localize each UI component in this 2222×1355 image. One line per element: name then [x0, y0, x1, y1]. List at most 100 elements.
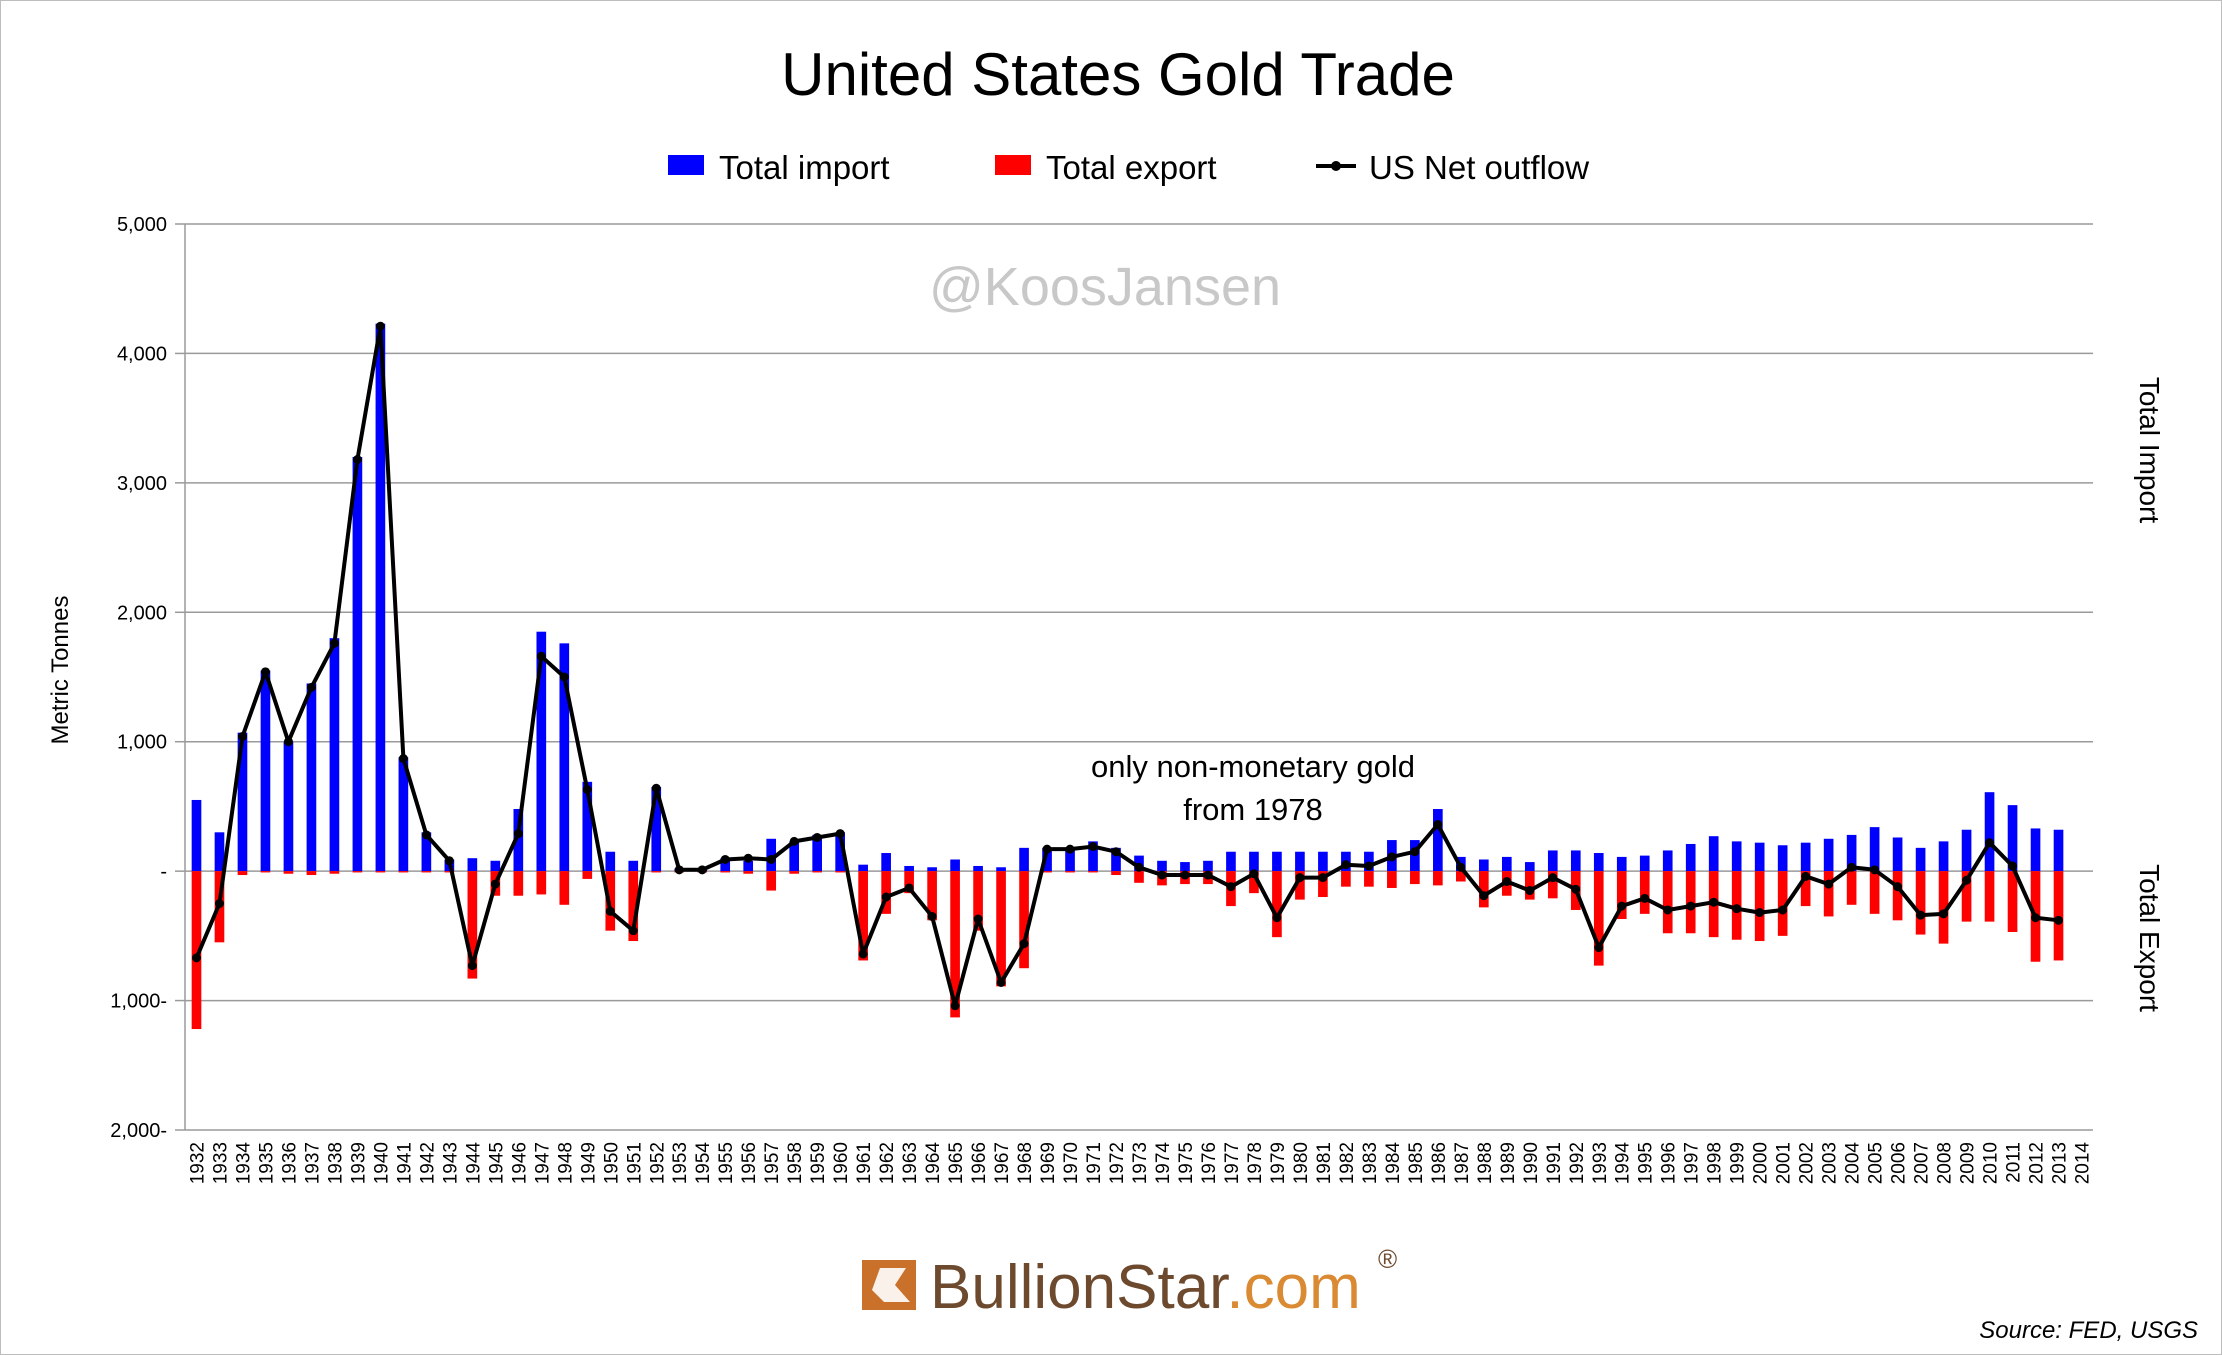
import-bar-1997	[1685, 843, 1696, 872]
annotation-line-1: only non-monetary gold	[1091, 749, 1415, 784]
net-outflow-point-1976	[1203, 870, 1213, 880]
net-outflow-point-1944	[467, 961, 477, 971]
import-bar-1981	[1318, 851, 1328, 872]
y-tick-label: 3,000	[117, 473, 167, 495]
import-bar-2010	[1984, 792, 1995, 872]
x-tick-label: 1949	[578, 1142, 599, 1184]
net-outflow-point-1984	[1387, 852, 1397, 862]
x-tick-label: 1981	[1314, 1142, 1335, 1184]
x-tick-label: 1942	[417, 1142, 438, 1184]
right-label-export: Total Export	[2134, 864, 2165, 1012]
net-outflow-point-1972	[1111, 847, 1121, 857]
export-bar-2000	[1754, 871, 1765, 942]
import-bar-2003	[1823, 838, 1834, 872]
x-tick-label: 2008	[1935, 1142, 1956, 1184]
x-tick-label: 1996	[1659, 1142, 1680, 1184]
import-bar-2013	[2053, 829, 2064, 872]
export-bar-1938	[329, 871, 340, 874]
net-outflow-point-1978	[1249, 869, 1259, 879]
net-outflow-point-1990	[1525, 886, 1535, 896]
export-bar-1988	[1478, 871, 1489, 908]
import-bar-1977	[1226, 851, 1236, 872]
x-tick-label: 1959	[808, 1142, 829, 1184]
import-bar-1998	[1708, 836, 1719, 872]
net-outflow-point-1954	[697, 865, 707, 875]
net-outflow-point-1961	[858, 949, 868, 959]
net-outflow-point-2006	[1893, 882, 1903, 892]
export-bar-1960	[835, 871, 845, 873]
svg-text:BullionStar.com: BullionStar.com	[930, 1253, 1361, 1322]
import-bar-1936	[283, 741, 294, 872]
import-bar-2009	[1961, 829, 1972, 872]
import-bar-1942	[421, 832, 432, 872]
import-bar-1959	[812, 834, 822, 872]
import-bar-1975	[1180, 862, 1190, 872]
x-tick-label: 1968	[1015, 1142, 1036, 1184]
import-bar-1956	[743, 860, 754, 872]
export-bar-1940	[375, 871, 386, 873]
import-bar-1961	[858, 864, 868, 872]
net-outflow-point-1997	[1686, 901, 1696, 911]
net-outflow-point-1981	[1318, 873, 1328, 883]
annotation-line-2: from 1978	[1183, 792, 1323, 827]
legend-swatch	[668, 155, 704, 175]
x-tick-label: 1960	[831, 1142, 852, 1184]
import-bar-2012	[2030, 828, 2041, 872]
x-tick-label: 1937	[302, 1142, 323, 1184]
export-bar-2006	[1892, 871, 1903, 921]
net-outflow-point-2003	[1824, 879, 1834, 889]
net-outflow-point-1986	[1433, 820, 1443, 830]
import-bar-1951	[628, 860, 639, 872]
net-outflow-point-1932	[191, 953, 201, 963]
x-tick-label: 2002	[1797, 1142, 1818, 1184]
export-bar-2004	[1846, 871, 1857, 905]
net-outflow-point-1977	[1226, 882, 1236, 892]
brand-name: BullionStar	[930, 1253, 1229, 1322]
right-label-import: Total Import	[2134, 377, 2165, 523]
x-tick-label: 1972	[1107, 1142, 1128, 1184]
net-outflow-point-2008	[1939, 909, 1949, 919]
export-bar-1994	[1616, 871, 1627, 920]
chart-title: United States Gold Trade	[781, 41, 1455, 108]
net-outflow-point-1975	[1180, 870, 1190, 880]
import-bar-1935	[260, 670, 271, 872]
import-bar-1969	[1042, 847, 1052, 872]
import-bar-1967	[996, 867, 1006, 872]
import-bar-1946	[513, 809, 524, 872]
x-tick-label: 1997	[1682, 1142, 1703, 1184]
export-bar-1939	[352, 871, 363, 873]
export-bar-1959	[812, 871, 822, 873]
net-outflow-point-1950	[605, 906, 615, 916]
x-tick-label: 1982	[1337, 1142, 1358, 1184]
import-bar-1978	[1249, 851, 1259, 872]
import-bar-1958	[789, 841, 800, 872]
x-tick-label: 1984	[1383, 1142, 1404, 1185]
import-bar-1993	[1593, 853, 1604, 872]
x-tick-label: 1961	[854, 1142, 875, 1184]
x-tick-label: 1935	[257, 1142, 278, 1184]
net-outflow-point-1979	[1272, 913, 1282, 923]
x-tick-label: 1976	[1199, 1142, 1220, 1184]
x-tick-label: 1947	[532, 1142, 553, 1184]
x-tick-label: 1995	[1636, 1142, 1657, 1184]
import-bar-1941	[398, 757, 409, 872]
net-outflow-point-1943	[444, 856, 454, 866]
watermark: @KoosJansen	[929, 257, 1281, 317]
net-outflow-point-1936	[283, 737, 293, 747]
export-bar-1942	[421, 871, 432, 873]
y-tick-label: 2,000	[117, 602, 167, 624]
net-outflow-point-1946	[513, 829, 523, 839]
export-bar-1980	[1295, 871, 1305, 900]
import-bar-1965	[950, 859, 960, 872]
import-bar-1933	[214, 832, 225, 872]
net-outflow-point-1974	[1157, 870, 1167, 880]
net-outflow-point-1985	[1410, 847, 1420, 857]
export-bar-1934	[237, 871, 248, 876]
x-tick-label: 1969	[1038, 1142, 1059, 1184]
export-bar-2002	[1800, 871, 1811, 907]
x-tick-label: 1933	[211, 1142, 232, 1184]
x-tick-label: 1979	[1268, 1142, 1289, 1184]
net-outflow-point-1958	[789, 836, 799, 846]
x-tick-label: 1948	[555, 1142, 576, 1184]
